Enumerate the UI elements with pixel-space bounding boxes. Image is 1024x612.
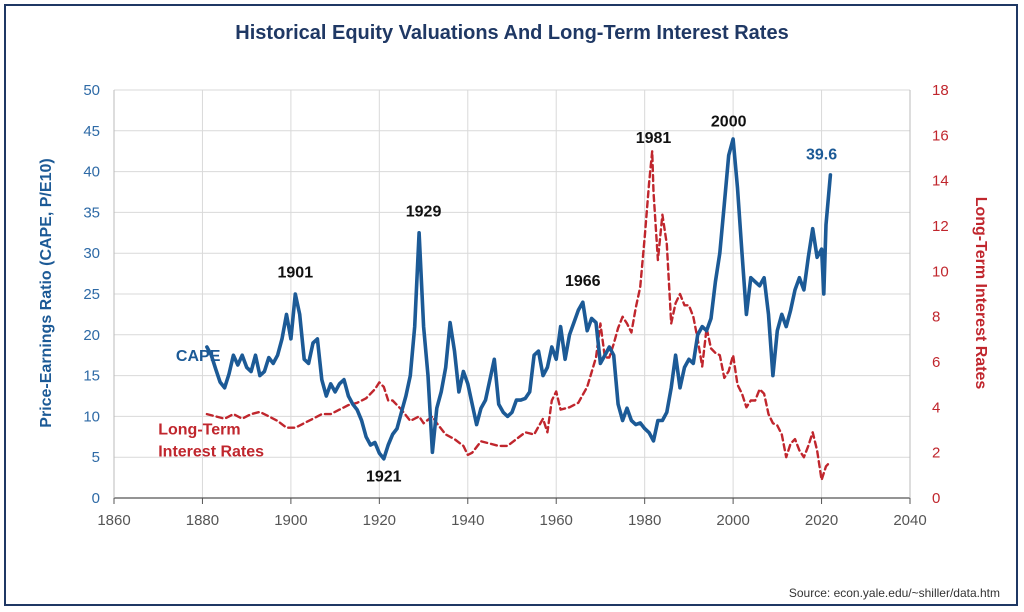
y-left-tick-label: 35 <box>83 204 100 221</box>
annotation-label: 1901 <box>278 265 314 282</box>
axes: 0 5 10 15 20 25 30 35 40 45 50 0 2 4 6 8 10 12 14 16 18 1860 1… <box>83 82 948 529</box>
y-left-tick-label: 50 <box>83 82 100 99</box>
y-left-tick-label: 45 <box>83 123 100 140</box>
y-left-tick-label: 25 <box>83 286 100 303</box>
y-left-tick-label: 5 <box>92 449 100 466</box>
annotation-label: 1966 <box>565 273 601 290</box>
y-right-tick-label: 2 <box>932 445 940 462</box>
y-right-tick-label: 12 <box>932 218 949 235</box>
y-right-tick-label: 18 <box>932 82 949 99</box>
series-label: CAPE <box>176 348 221 365</box>
y-right-tick-label: 6 <box>932 354 940 371</box>
y-right-tick-label: 10 <box>932 263 949 280</box>
y-left-tick-label: 10 <box>83 408 100 425</box>
series-label: Interest Rates <box>158 443 264 460</box>
x-tick-label: 1920 <box>363 512 396 529</box>
y-left-tick-label: 20 <box>83 327 100 344</box>
y-axis-right-label: Long-Term Interest Rates <box>972 197 989 390</box>
x-tick-label: 1860 <box>97 512 130 529</box>
source-note: Source: econ.yale.edu/~shiller/data.htm <box>789 586 1000 600</box>
y-left-tick-label: 0 <box>92 490 100 507</box>
y-right-tick-label: 4 <box>932 399 940 416</box>
x-tick-label: 2040 <box>893 512 926 529</box>
y-right-tick-label: 14 <box>932 173 949 190</box>
x-tick-label: 1960 <box>540 512 573 529</box>
chart-title: Historical Equity Valuations And Long-Te… <box>235 22 788 44</box>
y-left-tick-label: 15 <box>83 368 100 385</box>
x-tick-label: 1940 <box>451 512 484 529</box>
series-label: Long-Term <box>158 421 240 438</box>
x-tick-label: 1880 <box>186 512 219 529</box>
annotation-label: 1981 <box>636 130 672 147</box>
annotation-label: 1921 <box>366 469 402 486</box>
annotation-label: 1929 <box>406 203 442 220</box>
x-tick-label: 1980 <box>628 512 661 529</box>
y-axis-left-label: Price-Earnings Ratio (CAPE, P/E10) <box>38 158 55 427</box>
y-left-tick-label: 40 <box>83 164 100 181</box>
chart-frame <box>4 4 1018 606</box>
cape-series-line <box>205 137 833 461</box>
y-right-tick-label: 0 <box>932 490 940 507</box>
x-tick-label: 2000 <box>716 512 749 529</box>
series-lines <box>205 137 833 482</box>
y-right-tick-label: 16 <box>932 127 949 144</box>
y-right-tick-label: 8 <box>932 309 940 326</box>
labels: 1901 1929 1921 1966 1981 2000 39.6 CAPE Long-Ter… <box>158 114 837 486</box>
rates-series-line <box>205 150 832 482</box>
x-tick-label: 2020 <box>805 512 838 529</box>
annotation-label: 39.6 <box>806 146 837 163</box>
y-left-tick-label: 30 <box>83 245 100 262</box>
annotation-label: 2000 <box>711 114 747 131</box>
x-tick-label: 1900 <box>274 512 307 529</box>
